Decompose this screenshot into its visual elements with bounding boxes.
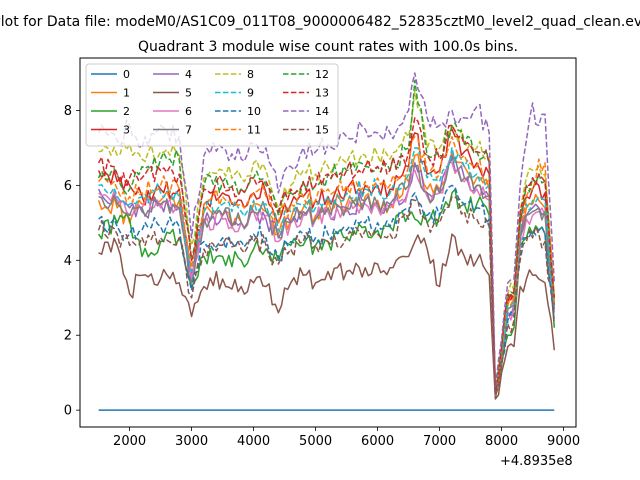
legend-label-11: 11 — [247, 124, 261, 137]
plot-frame — [79, 57, 577, 428]
legend-label-5: 5 — [185, 87, 192, 100]
legend-frame — [85, 63, 339, 147]
series-line-5 — [98, 233, 556, 400]
x-tick-label: 9000 — [547, 434, 580, 449]
legend-label-8: 8 — [247, 68, 254, 81]
legend-label-0: 0 — [123, 68, 130, 81]
series-line-10 — [98, 184, 556, 396]
x-tick-label: 5000 — [299, 434, 332, 449]
legend-label-15: 15 — [315, 124, 329, 137]
figure-suptitle: Plot for Data file: modeM0/AS1C09_011T08… — [0, 14, 640, 30]
x-tick-label: 7000 — [423, 434, 456, 449]
y-axis: 0 2 4 6 8 — [64, 104, 80, 419]
y-tick-label: 2 — [64, 329, 72, 344]
series-line-8 — [98, 90, 556, 393]
legend-label-14: 14 — [315, 105, 329, 118]
x-tick-label: 8000 — [485, 434, 518, 449]
legend-label-9: 9 — [247, 87, 254, 100]
legend-label-4: 4 — [185, 68, 192, 81]
series-line-12 — [97, 79, 556, 393]
y-tick-label: 8 — [64, 104, 72, 119]
x-tick-label: 2000 — [113, 434, 146, 449]
x-tick-label: 3000 — [175, 434, 208, 449]
legend-label-12: 12 — [315, 68, 329, 81]
series-line-2 — [97, 188, 556, 400]
y-tick-label: 0 — [64, 404, 72, 419]
x-axis: 2000 3000 4000 5000 6000 7000 8000 9000 — [113, 427, 580, 449]
legend-label-6: 6 — [185, 105, 192, 118]
y-tick-label: 4 — [64, 254, 72, 269]
series-line-9 — [98, 147, 556, 393]
chart-title: Quadrant 3 module wise count rates with … — [138, 39, 518, 55]
legend-label-1: 1 — [123, 87, 130, 100]
legend-label-3: 3 — [123, 124, 130, 137]
legend-label-7: 7 — [185, 124, 192, 137]
series-line-7 — [98, 156, 556, 396]
series-line-13 — [97, 117, 556, 393]
series-line-3 — [97, 128, 556, 393]
x-tick-label: 4000 — [237, 434, 270, 449]
legend-label-2: 2 — [123, 105, 130, 118]
series-layer — [97, 72, 556, 411]
series-line-15 — [97, 195, 556, 396]
x-offset-label: +4.8935e8 — [500, 454, 573, 469]
legend-label-13: 13 — [315, 87, 329, 100]
legend-label-10: 10 — [247, 105, 261, 118]
x-tick-label: 6000 — [361, 434, 394, 449]
y-tick-label: 6 — [64, 179, 72, 194]
